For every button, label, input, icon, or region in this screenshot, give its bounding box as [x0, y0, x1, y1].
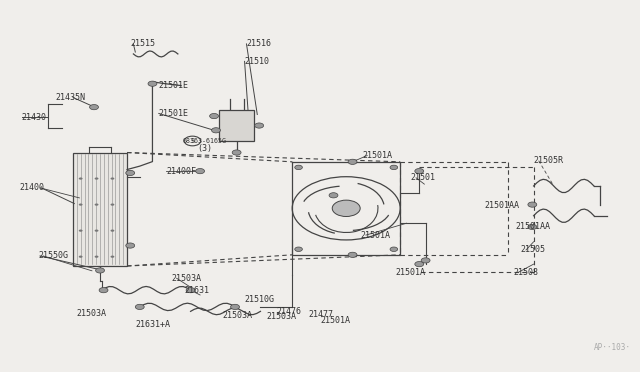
Circle shape: [390, 165, 397, 170]
Text: 21503A: 21503A: [267, 312, 297, 321]
Text: 21400: 21400: [19, 183, 44, 192]
Text: 21510: 21510: [244, 57, 269, 66]
Circle shape: [99, 288, 108, 293]
Text: 21501A: 21501A: [321, 316, 351, 325]
Circle shape: [126, 243, 134, 248]
Circle shape: [421, 258, 430, 263]
Circle shape: [232, 150, 241, 155]
Text: 21508: 21508: [513, 268, 538, 277]
Circle shape: [415, 262, 424, 267]
Text: 21503A: 21503A: [76, 309, 106, 318]
Text: 21505: 21505: [521, 246, 546, 254]
Circle shape: [95, 177, 99, 180]
Text: 21501E: 21501E: [159, 109, 189, 118]
Text: 21501AA: 21501AA: [484, 201, 519, 210]
Circle shape: [111, 177, 115, 180]
Text: 21430: 21430: [22, 113, 47, 122]
Circle shape: [111, 203, 115, 206]
Text: 21400F: 21400F: [166, 167, 196, 176]
Text: AP··103·: AP··103·: [594, 343, 631, 352]
Text: 21435N: 21435N: [56, 93, 86, 102]
Circle shape: [329, 193, 338, 198]
Circle shape: [196, 169, 205, 174]
Circle shape: [230, 304, 239, 310]
Bar: [73, 153, 127, 266]
Text: 21477: 21477: [308, 310, 333, 319]
Circle shape: [79, 203, 83, 206]
Bar: [219, 110, 254, 141]
Text: 21550G: 21550G: [38, 251, 68, 260]
Text: 21510G: 21510G: [244, 295, 275, 304]
Circle shape: [95, 230, 99, 232]
Text: 21516: 21516: [246, 39, 271, 48]
Circle shape: [79, 256, 83, 258]
Circle shape: [348, 159, 357, 164]
Circle shape: [210, 113, 218, 119]
Circle shape: [390, 247, 397, 251]
Circle shape: [111, 230, 115, 232]
Text: 08363-6165G: 08363-6165G: [182, 138, 227, 144]
Circle shape: [95, 203, 99, 206]
Circle shape: [95, 256, 99, 258]
Circle shape: [79, 230, 83, 232]
Text: 21501AA: 21501AA: [516, 222, 551, 231]
Circle shape: [95, 268, 104, 273]
Circle shape: [90, 105, 99, 110]
Circle shape: [528, 224, 537, 230]
Circle shape: [348, 252, 357, 257]
Text: 21501: 21501: [410, 173, 435, 182]
Text: S: S: [190, 138, 195, 144]
Circle shape: [186, 288, 195, 293]
Text: 21501E: 21501E: [159, 81, 189, 90]
Text: 21501A: 21501A: [362, 151, 392, 160]
Text: 21631+A: 21631+A: [135, 320, 170, 329]
Circle shape: [126, 170, 134, 176]
Circle shape: [148, 81, 157, 86]
Circle shape: [79, 177, 83, 180]
Circle shape: [528, 202, 537, 207]
Text: 21515: 21515: [130, 39, 156, 48]
Circle shape: [295, 165, 302, 170]
Text: 21476: 21476: [276, 307, 301, 316]
Circle shape: [135, 304, 144, 310]
Text: (3): (3): [197, 144, 212, 153]
Circle shape: [212, 128, 220, 133]
Text: 21501A: 21501A: [361, 231, 391, 240]
Circle shape: [295, 247, 302, 251]
Text: 21505R: 21505R: [534, 156, 564, 165]
Text: 21631: 21631: [184, 286, 209, 295]
Circle shape: [111, 256, 115, 258]
Text: 21503A: 21503A: [222, 311, 252, 320]
Circle shape: [415, 169, 424, 174]
Circle shape: [332, 200, 360, 217]
Text: 21503A: 21503A: [172, 274, 202, 283]
Text: 21501A: 21501A: [396, 268, 426, 277]
Circle shape: [255, 123, 264, 128]
